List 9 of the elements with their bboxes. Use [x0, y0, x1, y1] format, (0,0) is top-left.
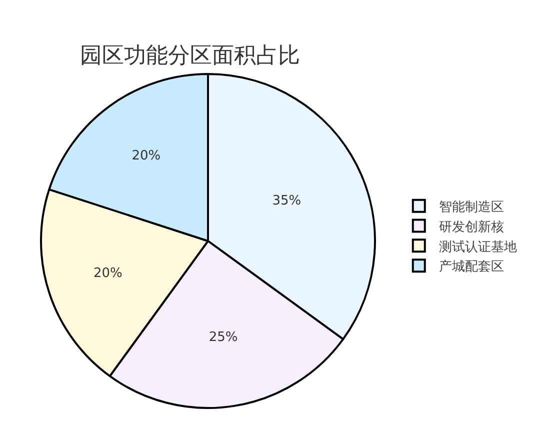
data-label: 20% — [132, 148, 161, 164]
chart-title: 园区功能分区面积占比 — [80, 44, 300, 69]
legend-label: 智能制造区 — [438, 200, 504, 215]
data-label: 20% — [94, 266, 122, 281]
data-label: 35% — [272, 193, 302, 208]
legend-label: 产城配套区 — [438, 260, 504, 275]
legend-label: 研发创新核 — [438, 220, 504, 235]
legend-label: 测试认证基地 — [438, 240, 517, 255]
data-label: 25% — [208, 330, 238, 346]
